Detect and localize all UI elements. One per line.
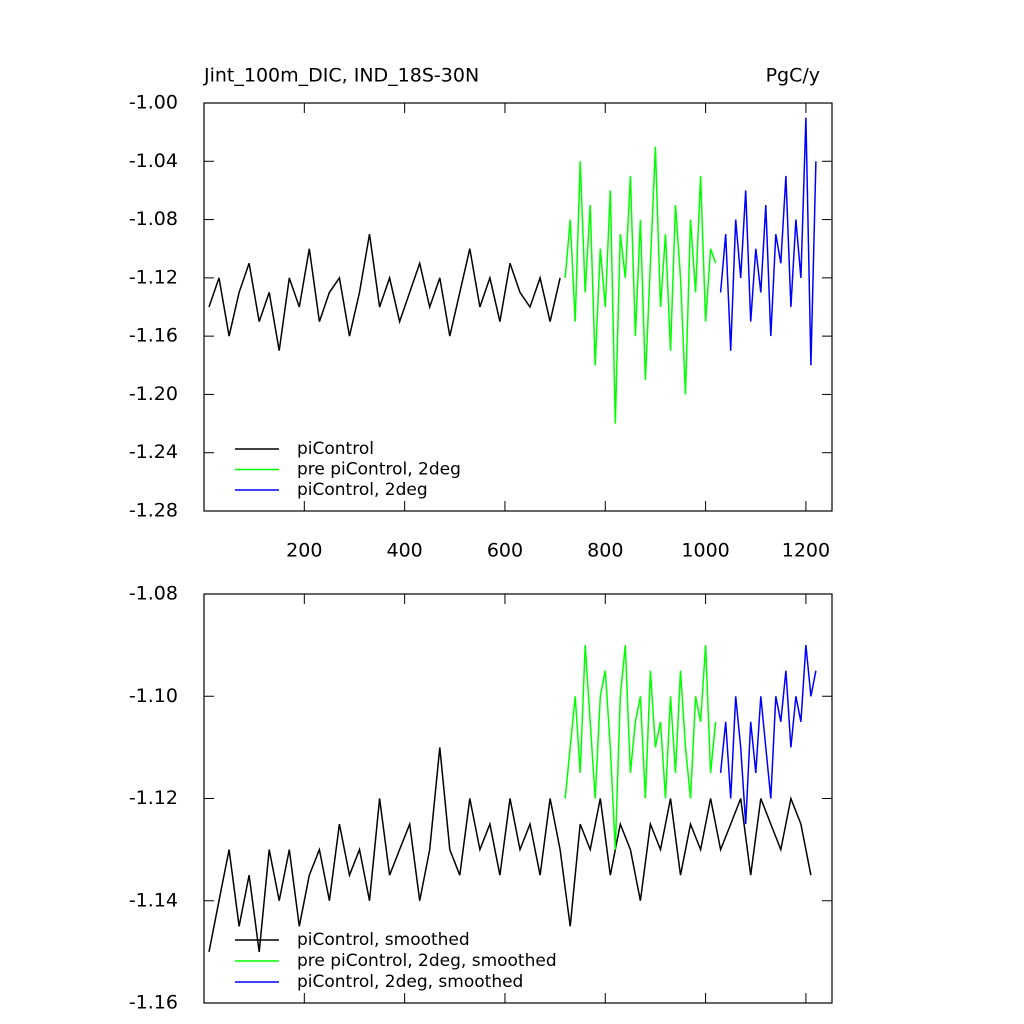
x-tick-label: 1200 bbox=[782, 540, 830, 562]
y-tick-label: -1.12 bbox=[129, 266, 178, 288]
y-tick-label: -1.28 bbox=[129, 500, 178, 522]
y-tick-label: -1.14 bbox=[129, 889, 178, 911]
legend-label: pre piControl, 2deg bbox=[297, 460, 461, 480]
y-tick-label: -1.08 bbox=[129, 583, 178, 605]
series-line bbox=[208, 233, 561, 351]
legend-label: piControl, 2deg bbox=[297, 480, 428, 500]
legend-label: pre piControl, 2deg, smoothed bbox=[297, 951, 557, 971]
legend-label: piControl, 2deg, smoothed bbox=[297, 972, 523, 992]
x-tick-label: 600 bbox=[487, 540, 523, 562]
y-tick-label: -1.24 bbox=[129, 441, 178, 463]
plot-frame bbox=[203, 102, 833, 512]
series-line bbox=[564, 645, 717, 850]
y-tick-label: -1.16 bbox=[129, 992, 178, 1014]
y-tick-label: -1.00 bbox=[129, 92, 178, 114]
x-tick-label: 400 bbox=[387, 540, 423, 562]
units-label: PgC/y bbox=[766, 65, 820, 87]
x-tick-label: 200 bbox=[286, 540, 322, 562]
y-tick-label: -1.08 bbox=[129, 208, 178, 230]
legend-label: piControl, smoothed bbox=[297, 930, 470, 950]
series-line bbox=[208, 747, 812, 953]
series-line bbox=[719, 645, 817, 825]
series-line bbox=[719, 117, 817, 366]
y-tick-label: -1.04 bbox=[129, 150, 178, 172]
y-tick-label: -1.16 bbox=[129, 325, 178, 347]
chart-title: Jint_100m_DIC, IND_18S-30N bbox=[203, 65, 479, 87]
x-tick-label: 1000 bbox=[681, 540, 729, 562]
y-tick-label: -1.12 bbox=[129, 787, 178, 809]
series-line bbox=[564, 146, 717, 424]
y-tick-label: -1.10 bbox=[129, 685, 178, 707]
y-tick-label: -1.20 bbox=[129, 383, 178, 405]
legend-label: piControl bbox=[297, 439, 374, 459]
x-tick-label: 800 bbox=[587, 540, 623, 562]
